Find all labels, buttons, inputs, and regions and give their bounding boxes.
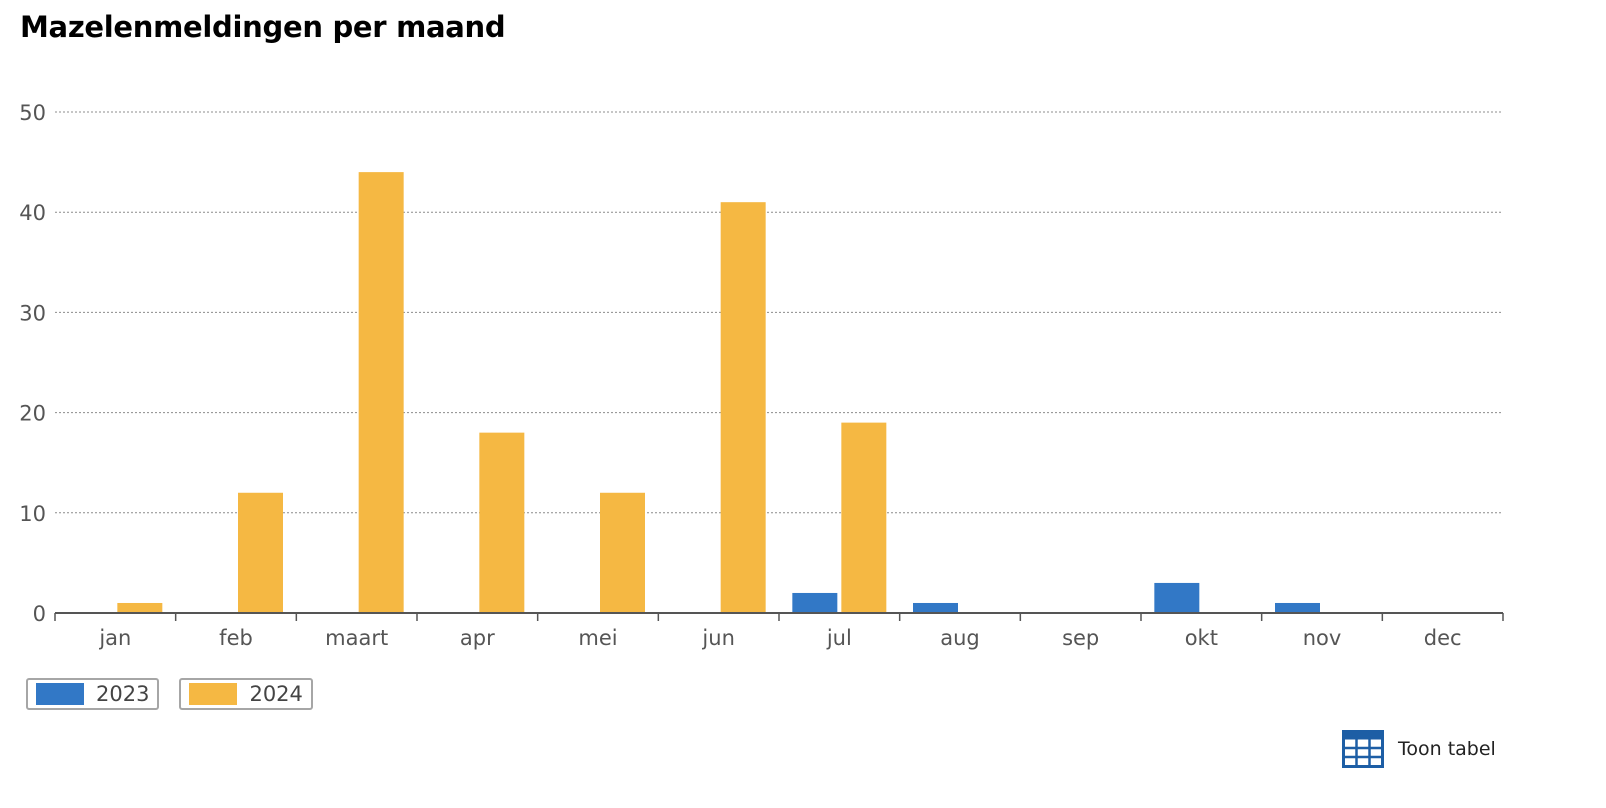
legend-swatch-2023 xyxy=(36,683,84,705)
bar-2024-jan[interactable] xyxy=(117,602,163,613)
legend: 2023 2024 xyxy=(26,678,313,710)
x-tick-label-feb: feb xyxy=(219,626,253,650)
y-tick-label-30: 30 xyxy=(19,301,46,325)
y-tick-label-40: 40 xyxy=(19,201,46,225)
bar-2024-jul[interactable] xyxy=(841,422,887,613)
show-table-button[interactable]: Toon tabel xyxy=(1342,730,1496,768)
y-tick-label-10: 10 xyxy=(19,502,46,526)
bar-chart: 0 10 20 30 40 50 jan feb maart apr mei jun jul aug se… xyxy=(19,101,1504,650)
y-axis-ticks: 0 10 20 30 40 50 xyxy=(19,101,46,626)
bar-2024-feb[interactable] xyxy=(238,492,283,613)
legend-item-2024[interactable]: 2024 xyxy=(179,678,313,710)
bars xyxy=(117,172,1320,613)
legend-swatch-2024 xyxy=(189,683,238,705)
bar-2023-okt[interactable] xyxy=(1154,582,1200,613)
x-tick-label-mei: mei xyxy=(578,626,617,650)
x-tick-label-sep: sep xyxy=(1062,626,1099,650)
grid-lines xyxy=(55,111,1503,514)
legend-label-2024: 2024 xyxy=(249,682,303,706)
bar-2024-maart[interactable] xyxy=(358,172,404,613)
y-tick-label-20: 20 xyxy=(19,402,46,426)
x-tick-label-aug: aug xyxy=(940,626,980,650)
show-table-label: Toon tabel xyxy=(1398,738,1496,760)
x-tick-label-maart: maart xyxy=(325,626,388,650)
x-tick-label-jul: jul xyxy=(826,626,852,650)
bar-2023-nov[interactable] xyxy=(1275,602,1320,613)
y-tick-label-0: 0 xyxy=(33,602,46,626)
legend-label-2023: 2023 xyxy=(96,682,150,706)
x-tick-label-dec: dec xyxy=(1424,626,1462,650)
bar-2024-mei[interactable] xyxy=(600,492,645,613)
bar-2023-jul[interactable] xyxy=(792,592,838,613)
legend-item-2023[interactable]: 2023 xyxy=(26,678,160,710)
chart-title: Mazelenmeldingen per maand xyxy=(20,10,506,44)
x-tick-label-okt: okt xyxy=(1185,626,1218,650)
y-tick-label-50: 50 xyxy=(19,101,46,125)
x-tick-label-jan: jan xyxy=(98,626,131,650)
bar-2024-apr[interactable] xyxy=(479,432,525,613)
x-tick-label-jun: jun xyxy=(701,626,734,650)
bar-2023-aug[interactable] xyxy=(913,602,958,613)
x-tick-label-apr: apr xyxy=(460,626,495,650)
x-axis: jan feb maart apr mei jun jul aug sep okt nov dec xyxy=(54,612,1504,650)
x-tick-label-nov: nov xyxy=(1303,626,1342,650)
table-grid-icon xyxy=(1342,730,1384,768)
bar-2024-jun[interactable] xyxy=(720,202,766,613)
